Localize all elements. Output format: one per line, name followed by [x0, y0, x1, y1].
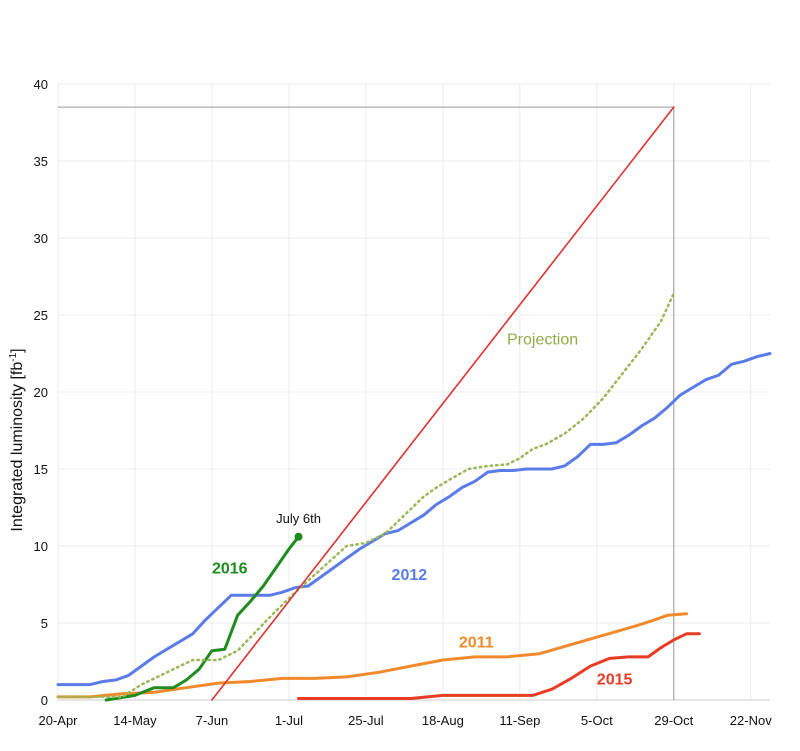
x-tick-label-7-Jun: 7-Jun: [196, 713, 229, 728]
series-line-2012: [56, 352, 772, 687]
x-tick-label-18-Aug: 18-Aug: [422, 713, 464, 728]
projection-label: Projection: [507, 331, 578, 348]
y-tick-label-40: 40: [34, 77, 48, 92]
x-tick-label-29-Oct: 29-Oct: [654, 713, 693, 728]
series-label-2016: 2016: [212, 561, 248, 578]
y-tick-label-30: 30: [34, 231, 48, 246]
latest-point-marker: [294, 532, 303, 541]
series-line-2015: [297, 632, 701, 700]
x-tick-label-1-Jul: 1-Jul: [275, 713, 303, 728]
y-axis-ticks: 0 5 10 15 20 25 30 35 40: [34, 77, 48, 708]
x-tick-label-5-Oct: 5-Oct: [581, 713, 613, 728]
y-axis-label: Integrated luminosity [fb-1]: [8, 348, 26, 531]
series-line-target-trend: [211, 106, 675, 701]
y-tick-label-5: 5: [41, 616, 48, 631]
series-labels: 2012 2011 2015 2016 Projection July 6th: [212, 331, 633, 688]
series-layer: [56, 106, 772, 702]
series-label-2015: 2015: [597, 672, 633, 689]
reference-lines: [58, 106, 675, 700]
series-label-2011: 2011: [459, 635, 494, 652]
series-line-projection: [56, 292, 676, 699]
x-tick-label-25-Jul: 25-Jul: [348, 713, 384, 728]
x-axis-ticks: 20-Apr 14-May 7-Jun 1-Jul 25-Jul 18-Aug 11-Sep…: [38, 713, 772, 728]
y-tick-label-0: 0: [41, 693, 48, 708]
y-tick-label-25: 25: [34, 308, 48, 323]
grid-layer: [57, 83, 770, 701]
x-tick-label-22-Nov: 22-Nov: [730, 713, 772, 728]
x-tick-label-11-Sep: 11-Sep: [499, 713, 540, 728]
y-tick-label-20: 20: [34, 385, 48, 400]
x-tick-label-14-May: 14-May: [113, 713, 157, 728]
series-line-2016: [104, 535, 300, 702]
y-tick-label-15: 15: [34, 462, 48, 477]
x-tick-label-20-Apr: 20-Apr: [38, 713, 78, 728]
series-line-2011: [56, 612, 689, 699]
series-label-2012: 2012: [392, 567, 428, 584]
july-6th-annotation: July 6th: [276, 511, 321, 526]
y-tick-label-35: 35: [34, 154, 48, 169]
y-tick-label-10: 10: [34, 539, 48, 554]
